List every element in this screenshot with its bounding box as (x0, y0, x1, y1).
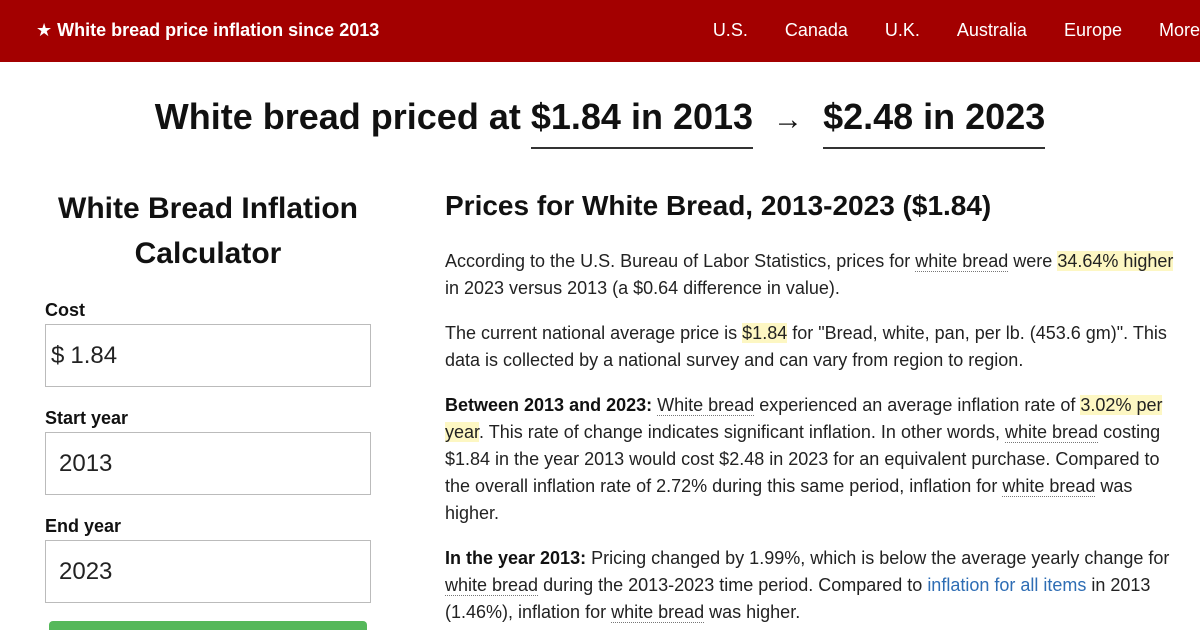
end-year-label: End year (45, 516, 122, 536)
calculator-title: White Bread Inflation Calculator (58, 192, 358, 270)
item-term[interactable]: white bread (445, 575, 539, 596)
text: The current national average price is (445, 323, 743, 343)
nav-more[interactable]: More (1158, 20, 1200, 40)
text: in 2013 (1.46%), inflation for (445, 575, 1151, 622)
text: Pricing changed by 1.99%, which is below… (586, 548, 1170, 568)
paragraph-summary: According to the U.S. Bureau of Labor St… (445, 248, 1175, 302)
site-brand[interactable]: ★ White bread price inflation since 2013 (36, 20, 380, 40)
price-highlight: $1.84 (742, 323, 788, 343)
year-label: In the year 2013: (445, 548, 587, 568)
nav-uk[interactable]: U.K. (884, 20, 920, 40)
main-nav: U.S. Canada U.K. Australia Europe More (676, 20, 1200, 41)
page-headline: White bread priced at $1.84 in 2013 → $2… (0, 96, 1200, 149)
arrow-icon: → (773, 103, 804, 136)
text: for "Bread, white, pan, per lb. (453.6 g… (445, 323, 1167, 370)
start-year-value[interactable]: 2013 (59, 449, 113, 477)
text: in 2023 versus 2013 (a $0.64 difference … (445, 278, 840, 298)
start-year-label: Start year (45, 408, 129, 428)
article-heading: Prices for White Bread, 2013-2023 ($1.84… (445, 190, 992, 221)
percent-highlight: 34.64% higher (1057, 251, 1174, 271)
paragraph-period: Between 2013 and 2023: White bread exper… (445, 392, 1175, 527)
nav-canada[interactable]: Canada (784, 20, 848, 40)
item-term[interactable]: white bread (611, 602, 705, 623)
end-year-value[interactable]: 2023 (59, 557, 113, 585)
headline-prefix: White bread priced at (154, 96, 521, 137)
text: experienced an average inflation rate of (754, 395, 1081, 415)
paragraph-average-price: The current national average price is $1… (445, 320, 1175, 374)
end-year-input[interactable]: 2023 (45, 540, 371, 603)
item-term[interactable]: White bread (657, 395, 755, 416)
text: were (1008, 251, 1058, 271)
top-header: ★ White bread price inflation since 2013… (0, 0, 1200, 62)
text: . This rate of change indicates signific… (479, 422, 1005, 442)
nav-us[interactable]: U.S. (712, 20, 748, 40)
cost-input[interactable]: $ 1.84 (45, 324, 371, 387)
item-term[interactable]: white bread (1002, 476, 1096, 497)
paragraph-year: In the year 2013: Pricing changed by 1.9… (445, 545, 1175, 626)
dollar-sign-icon: $ (51, 341, 65, 369)
nav-europe[interactable]: Europe (1063, 20, 1122, 40)
calculate-button[interactable] (49, 621, 367, 630)
period-label: Between 2013 and 2023: (445, 395, 653, 415)
text: According to the U.S. Bureau of Labor St… (445, 251, 916, 271)
cost-label: Cost (45, 300, 85, 320)
item-term[interactable]: white bread (915, 251, 1009, 272)
cost-value[interactable]: 1.84 (70, 341, 118, 369)
text: during the 2013-2023 time period. Compar… (538, 575, 928, 595)
start-year-input[interactable]: 2013 (45, 432, 371, 495)
text: was higher. (445, 476, 1133, 523)
text: was higher. (704, 602, 801, 622)
text: costing $1.84 in the year 2013 would cos… (445, 422, 1161, 496)
headline-end-value[interactable]: $2.48 in 2023 (823, 96, 1046, 149)
nav-australia[interactable]: Australia (956, 20, 1027, 40)
headline-start-value[interactable]: $1.84 in 2013 (530, 96, 754, 149)
all-items-inflation-link[interactable]: inflation for all items (927, 575, 1087, 595)
article-content: Prices for White Bread, 2013-2023 ($1.84… (445, 186, 1175, 630)
item-term[interactable]: white bread (1005, 422, 1099, 443)
